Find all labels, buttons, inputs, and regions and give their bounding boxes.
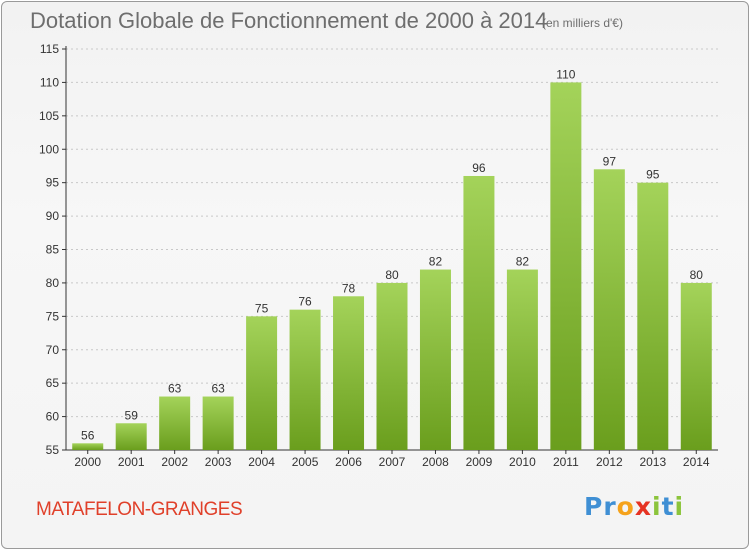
logo-letter: t	[661, 492, 675, 521]
bar-value-label: 82	[429, 255, 443, 269]
bar	[246, 316, 278, 450]
bar	[593, 169, 625, 451]
bar	[115, 423, 147, 450]
y-tick-label: 110	[40, 75, 59, 89]
logo-letter: x	[634, 492, 652, 521]
y-tick-label: 75	[46, 309, 60, 323]
y-tick-label: 60	[46, 410, 60, 424]
bar	[202, 396, 234, 450]
bar	[550, 82, 582, 451]
bar-value-label: 76	[298, 295, 312, 309]
y-tick-label: 65	[46, 376, 60, 390]
x-tick-label: 2008	[422, 455, 449, 469]
y-tick-label: 115	[40, 42, 59, 56]
x-tick-label: 2003	[205, 455, 232, 469]
x-tick-label: 2012	[596, 455, 623, 469]
chart-subtitle: (en milliers d'€)	[542, 16, 623, 30]
y-tick-label: 95	[46, 176, 60, 190]
x-tick-label: 2000	[74, 455, 101, 469]
bar	[463, 175, 495, 450]
bar-value-label: 56	[81, 428, 95, 442]
x-tick-label: 2006	[335, 455, 362, 469]
bar-value-label: 110	[556, 67, 575, 81]
x-tick-label: 2009	[466, 455, 493, 469]
bar-value-label: 59	[125, 408, 139, 422]
proxiti-logo: Proxiti	[584, 492, 684, 521]
bar	[72, 443, 104, 450]
y-tick-label: 55	[46, 443, 60, 457]
bar-value-label: 95	[646, 168, 660, 182]
logo-letter: i	[674, 492, 685, 521]
logo-letter: r	[603, 492, 617, 521]
x-tick-label: 2007	[379, 455, 406, 469]
y-tick-label: 70	[46, 343, 60, 357]
y-tick-label: 90	[46, 209, 60, 223]
bar	[506, 269, 538, 450]
bar-value-label: 80	[385, 268, 399, 282]
logo-letter: P	[584, 492, 604, 521]
x-tick-label: 2014	[683, 455, 710, 469]
chart-title: Dotation Globale de Fonctionnement de 20…	[30, 8, 548, 33]
bar	[333, 296, 365, 450]
y-tick-label: 105	[39, 109, 59, 123]
bar-value-label: 75	[255, 301, 269, 315]
x-tick-label: 2011	[553, 455, 579, 469]
x-tick-label: 2002	[161, 455, 188, 469]
logo-letter: o	[616, 492, 635, 521]
y-tick-label: 85	[46, 243, 60, 257]
bar-value-label: 63	[168, 382, 182, 396]
bar	[289, 309, 321, 450]
bar	[159, 396, 191, 450]
bar-value-label: 96	[472, 161, 486, 175]
logo-letter: i	[652, 492, 662, 521]
bar	[637, 182, 669, 450]
x-tick-label: 2013	[639, 455, 666, 469]
bar	[419, 269, 451, 450]
bar-value-label: 80	[690, 268, 704, 282]
bar-value-label: 78	[342, 281, 356, 295]
x-tick-label: 2005	[292, 455, 319, 469]
bar-value-label: 97	[603, 154, 617, 168]
x-tick-label: 2010	[509, 455, 536, 469]
bar-value-label: 63	[211, 382, 225, 396]
bar	[680, 282, 712, 450]
x-tick-label: 2001	[118, 455, 145, 469]
x-tick-label: 2004	[248, 455, 275, 469]
bar	[376, 282, 408, 450]
commune-name: MATAFELON-GRANGES	[36, 499, 243, 520]
y-tick-label: 80	[46, 276, 60, 290]
bar-value-label: 82	[516, 255, 530, 269]
y-tick-label: 100	[39, 142, 59, 156]
